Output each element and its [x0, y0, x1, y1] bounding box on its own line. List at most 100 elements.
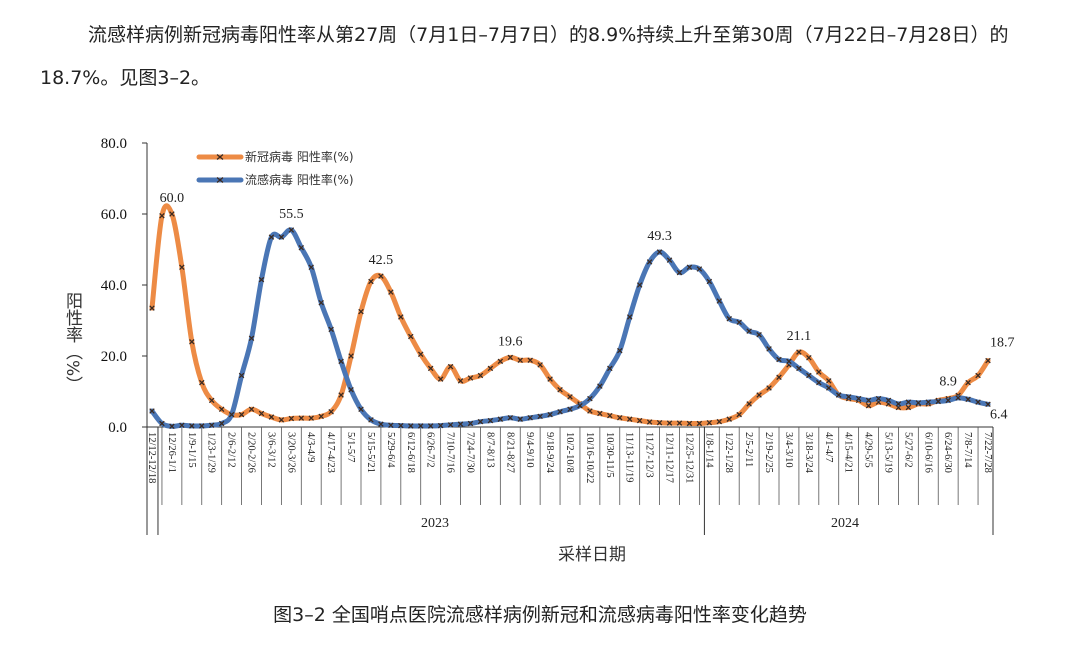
flu-data-point: [796, 365, 802, 372]
x-tick-label: 6/10-6/16: [922, 432, 933, 473]
flu-data-label: 49.3: [647, 229, 672, 244]
x-tick-label: 3/4-3/10: [783, 432, 794, 468]
flu-data-point: [905, 399, 912, 405]
x-tick-label: 7/22-7/28: [982, 432, 993, 473]
covid-data-point: [149, 305, 155, 311]
covid-data-point: [447, 363, 454, 370]
covid-data-point: [408, 333, 414, 340]
year-label: 2024: [831, 516, 859, 531]
x-tick-label: 1/8-1/14: [703, 432, 714, 468]
covid-legend-label: 新冠病毒 阳性率(%): [245, 149, 354, 164]
flu-data-point: [676, 269, 683, 276]
x-tick-label: 2/20-2/26: [246, 432, 257, 473]
covid-data-point: [816, 369, 822, 375]
flu-data-point: [149, 408, 155, 414]
covid-data-point: [865, 402, 872, 409]
flu-data-point: [527, 415, 533, 421]
flu-data-point: [238, 372, 245, 379]
year-label: 2023: [421, 516, 449, 531]
flu-data-point: [766, 346, 772, 352]
x-tick-label: 3/18-3/24: [803, 432, 814, 474]
body-paragraph: 流感样病例新冠病毒阳性率从第27周（7月1日–7月7日）的8.9%持续上升至第3…: [40, 24, 1009, 89]
covid-data-point: [417, 351, 424, 357]
covid-data-point: [597, 410, 603, 417]
flu-data-point: [666, 257, 673, 263]
flu-data-point: [587, 395, 593, 402]
flu-data-label: 55.5: [279, 207, 304, 222]
covid-data-point: [706, 419, 713, 426]
flu-data-point: [716, 298, 723, 304]
x-tick-label: 5/29-6/4: [385, 432, 396, 468]
covid-data-point: [368, 278, 374, 285]
covid-data-point: [796, 349, 802, 355]
covid-data-point: [487, 365, 494, 372]
x-tick-label: 12/12-12/18: [146, 432, 157, 483]
covid-data-point: [298, 415, 305, 421]
covid-data-point: [189, 339, 195, 345]
covid-data-point: [547, 376, 553, 382]
x-tick-label: 2/19-2/25: [763, 432, 774, 473]
covid-data-point: [477, 372, 484, 379]
x-tick-label: 9/4-9/10: [524, 432, 535, 468]
x-tick-label: 9/18-9/24: [544, 432, 555, 474]
x-tick-label: 3/6-3/12: [265, 432, 276, 468]
x-tick-label: 10/16-10/22: [584, 432, 595, 483]
covid-data-point: [756, 392, 762, 398]
flu-data-point: [885, 397, 892, 404]
x-tick-label: 5/27-6/2: [902, 432, 913, 468]
covid-data-point: [826, 378, 832, 384]
covid-data-point: [427, 365, 434, 372]
flu-data-point: [726, 315, 732, 322]
covid-data-point: [278, 417, 285, 423]
flu-data-point: [248, 335, 255, 342]
flu-data-point: [955, 395, 961, 401]
covid-data-point: [517, 357, 523, 364]
flu-data-point: [189, 423, 195, 429]
covid-data-point: [348, 353, 354, 359]
x-tick-label: 7/8-7/14: [962, 432, 973, 468]
covid-data-point: [338, 392, 344, 398]
covid-data-point: [736, 411, 742, 418]
covid-data-point: [905, 404, 912, 411]
covid-data-point: [587, 408, 593, 414]
flu-data-point: [845, 394, 852, 400]
flu-data-point: [597, 383, 603, 389]
flu-data-point: [875, 395, 882, 402]
flu-data-point: [467, 420, 474, 427]
covid-data-point: [985, 357, 991, 364]
flu-data-point: [437, 422, 444, 429]
covid-data-point: [696, 420, 703, 427]
flu-data-point: [368, 417, 374, 423]
flu-data-point: [417, 423, 424, 429]
x-tick-label: 4/29-5/5: [863, 432, 874, 468]
flu-data-point: [607, 365, 613, 372]
flu-data-point: [935, 398, 941, 405]
x-tick-label: 6/24-6/30: [942, 432, 953, 473]
flu-data-point: [358, 406, 364, 413]
x-tick-label: 2/6-2/12: [226, 432, 237, 468]
flu-data-point: [656, 249, 663, 255]
flu-legend-label: 流感病毒 阳性率(%): [245, 172, 354, 187]
x-tick-label: 5/13-5/19: [882, 432, 893, 473]
flu-data-point: [288, 227, 295, 233]
covid-data-point: [806, 355, 812, 361]
flu-data-point: [318, 299, 324, 306]
x-tick-label: 5/15-5/21: [365, 432, 376, 473]
flu-data-point: [756, 331, 762, 338]
flu-data-point: [517, 416, 523, 422]
x-tick-label: 12/26-1/1: [166, 432, 177, 473]
covid-data-point: [378, 273, 384, 279]
flu-data-point: [497, 416, 504, 422]
x-tick-label: 10/30-11/5: [604, 432, 615, 478]
covid-data-point: [169, 211, 175, 217]
flu-data-point: [696, 266, 703, 272]
x-tick-label: 12/11-12/17: [664, 432, 675, 483]
x-tick-label: 2/5-2/11: [743, 432, 754, 467]
flu-data-point: [746, 328, 752, 334]
x-tick-label: 4/17-4/23: [325, 432, 336, 473]
flu-data-point: [975, 399, 981, 405]
flu-data-point: [965, 396, 971, 403]
flu-data-point: [208, 422, 215, 428]
covid-data-point: [238, 411, 245, 418]
